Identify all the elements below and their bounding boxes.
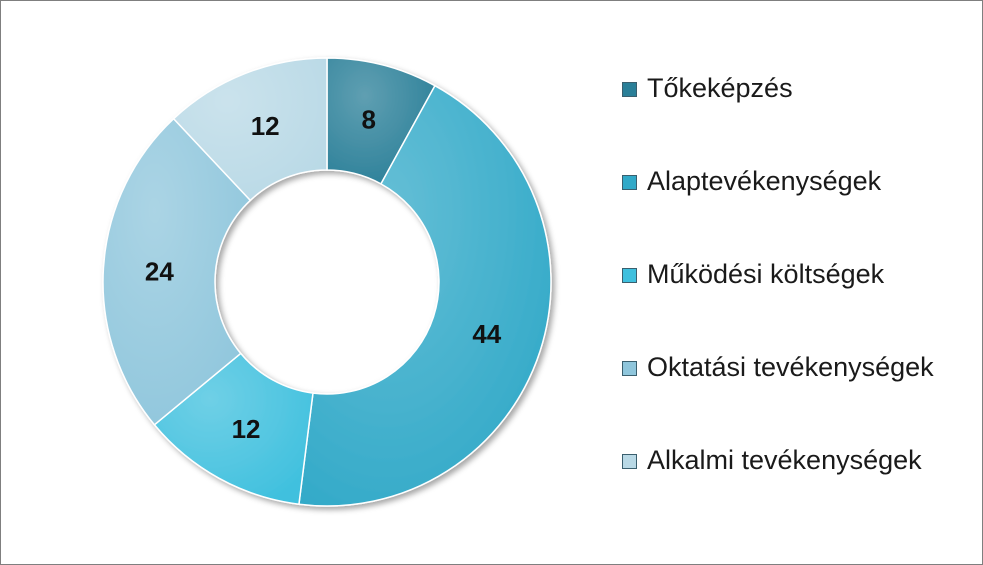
legend-label: Tőkeképzés bbox=[647, 73, 793, 103]
slice-data-label: 12 bbox=[232, 414, 261, 444]
slice-data-label: 8 bbox=[362, 104, 376, 134]
slice-data-label: 12 bbox=[251, 111, 280, 141]
legend-label: Alkalmi tevékenységek bbox=[647, 445, 922, 475]
legend-swatch bbox=[622, 454, 637, 469]
slice-data-label: 44 bbox=[472, 319, 501, 349]
legend-entry: Oktatási tevékenységek bbox=[622, 347, 952, 440]
legend-entry: Alkalmi tevékenységek bbox=[622, 440, 952, 533]
legend-label: Működési költségek bbox=[647, 259, 885, 289]
legend-label: Oktatási tevékenységek bbox=[647, 352, 934, 382]
slice-data-label: 24 bbox=[145, 256, 174, 286]
donut-slice-highlight bbox=[173, 57, 327, 201]
donut-slice-highlight bbox=[298, 85, 552, 507]
legend-entry: Tőkeképzés bbox=[622, 68, 952, 161]
donut-slice-highlight bbox=[327, 58, 435, 184]
legend-swatch bbox=[622, 175, 637, 190]
legend-label: Alaptevékenységek bbox=[647, 166, 882, 196]
legend-swatch bbox=[622, 268, 637, 283]
legend: Tőkeképzés Alaptevékenységek Működési költ… bbox=[622, 68, 952, 533]
donut-slice-highlight bbox=[103, 118, 251, 425]
legend-entry: Működési költségek bbox=[622, 254, 952, 347]
donut-slice-highlight bbox=[154, 353, 313, 505]
legend-swatch bbox=[622, 361, 637, 376]
legend-swatch bbox=[622, 82, 637, 97]
legend-entry: Alaptevékenységek bbox=[622, 161, 952, 254]
